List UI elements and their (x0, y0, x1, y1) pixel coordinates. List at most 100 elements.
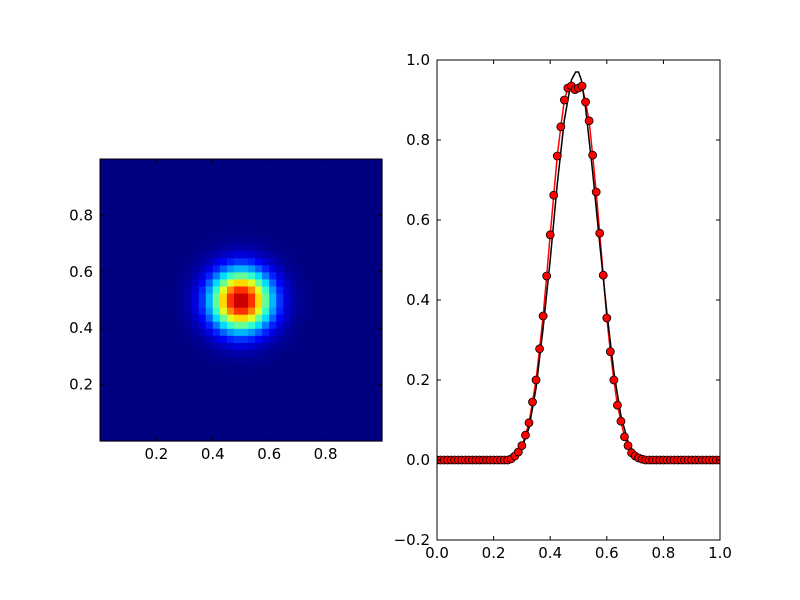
heatmap-cell (367, 229, 376, 238)
heatmap-cell (212, 314, 221, 322)
heatmap-cell (163, 208, 172, 216)
heatmap-cell (100, 412, 108, 421)
heatmap-cell (255, 356, 263, 365)
heatmap-cell (107, 356, 115, 365)
heatmap-cell (353, 236, 362, 245)
heatmap-cell (205, 215, 214, 224)
series-red-marker (598, 270, 608, 280)
heatmap-cell (269, 377, 277, 386)
heatmap-cell (248, 321, 256, 329)
heatmap-cell (290, 264, 298, 273)
heatmap-cell (269, 208, 277, 216)
heatmap-cell (156, 278, 165, 287)
heatmap-cell (276, 307, 284, 315)
heatmap-cell (149, 278, 157, 287)
heatmap-cell (353, 271, 362, 280)
heatmap-cell (262, 342, 270, 350)
heatmap-cell (198, 363, 207, 372)
heatmap-cell (353, 222, 362, 231)
heatmap-cell (367, 208, 376, 216)
heatmap-cell (149, 285, 157, 294)
heatmap-cell (205, 307, 214, 315)
heatmap-cell (346, 159, 355, 167)
heatmap-cell (360, 180, 369, 188)
heatmap-cell (149, 187, 157, 195)
heatmap-cell (212, 271, 221, 280)
heatmap-cell (255, 433, 263, 442)
heatmap-cell (170, 426, 179, 435)
heatmap-cell (226, 328, 235, 336)
heatmap-cell (241, 342, 249, 350)
heatmap-cell (304, 271, 313, 280)
heatmap-cell (346, 250, 355, 259)
heatmap-cell (121, 398, 129, 407)
heatmap-cell (170, 419, 179, 428)
heatmap-cell (177, 201, 186, 209)
heatmap-cell (318, 321, 327, 329)
heatmap-cell (191, 250, 200, 259)
heatmap-cell (269, 180, 277, 188)
heatmap-cell (374, 194, 383, 202)
heatmap-cell (226, 257, 235, 266)
heatmap-cell (325, 201, 334, 209)
heatmap-cell (191, 194, 200, 202)
heatmap-cell (191, 215, 200, 224)
heatmap-cell (219, 201, 228, 209)
heatmap-cell (346, 335, 355, 343)
heatmap-cell (255, 419, 263, 428)
heatmap-cell (233, 173, 242, 181)
heatmap-cell (241, 335, 249, 343)
heatmap-cell (283, 292, 291, 301)
heatmap-cell (276, 300, 284, 308)
heatmap-cell (156, 370, 165, 379)
heatmap-cell (339, 384, 348, 393)
heatmap-cell (353, 342, 362, 350)
heatmap-cell (226, 250, 235, 259)
heatmap-cell (374, 250, 383, 259)
heatmap-cell (360, 208, 369, 216)
heatmap-cell (374, 215, 383, 224)
heatmap-cell (262, 363, 270, 372)
heatmap-cell (290, 328, 298, 336)
heatmap-cell (121, 314, 129, 322)
heatmap-cell (255, 236, 263, 245)
heatmap-cell (156, 328, 165, 336)
heatmap-cell (226, 433, 235, 442)
heatmap-cell (226, 166, 235, 174)
heatmap-cell (184, 300, 193, 308)
heatmap-cell (219, 243, 228, 252)
heatmap-cell (184, 173, 193, 181)
heatmap-cell (311, 243, 320, 252)
heatmap-cell (262, 433, 270, 442)
heatmap-cell (198, 222, 207, 231)
heatmap-cell (353, 166, 362, 174)
heatmap-cell (233, 159, 242, 167)
heatmap-cell (353, 363, 362, 372)
heatmap-cell (269, 159, 277, 167)
heatmap-cell (121, 173, 129, 181)
heatmap-cell (114, 398, 122, 407)
heatmap-cell (107, 173, 115, 181)
line-ytick-label: 0.4 (406, 291, 430, 309)
heatmap-cell (374, 236, 383, 245)
line-ytick-label: 0.2 (406, 371, 430, 389)
heatmap-cell (353, 412, 362, 421)
heatmap-cell (255, 166, 263, 174)
heatmap-cell (100, 391, 108, 400)
heatmap-cell (269, 356, 277, 365)
heatmap-cell (198, 292, 207, 301)
heatmap-cell (332, 384, 341, 393)
heatmap-cell (233, 377, 242, 386)
heatmap-cell (339, 314, 348, 322)
heatmap-cell (290, 243, 298, 252)
heatmap-cell (290, 194, 298, 202)
heatmap-cell (283, 405, 291, 414)
heatmap-cell (170, 363, 179, 372)
heatmap-cell (304, 250, 313, 259)
heatmap-cell (276, 314, 284, 322)
heatmap-cell (269, 173, 277, 181)
heatmap-cell (128, 194, 136, 202)
heatmap-cell (177, 285, 186, 294)
heatmap-cell (233, 426, 242, 435)
heatmap-cell (184, 412, 193, 421)
